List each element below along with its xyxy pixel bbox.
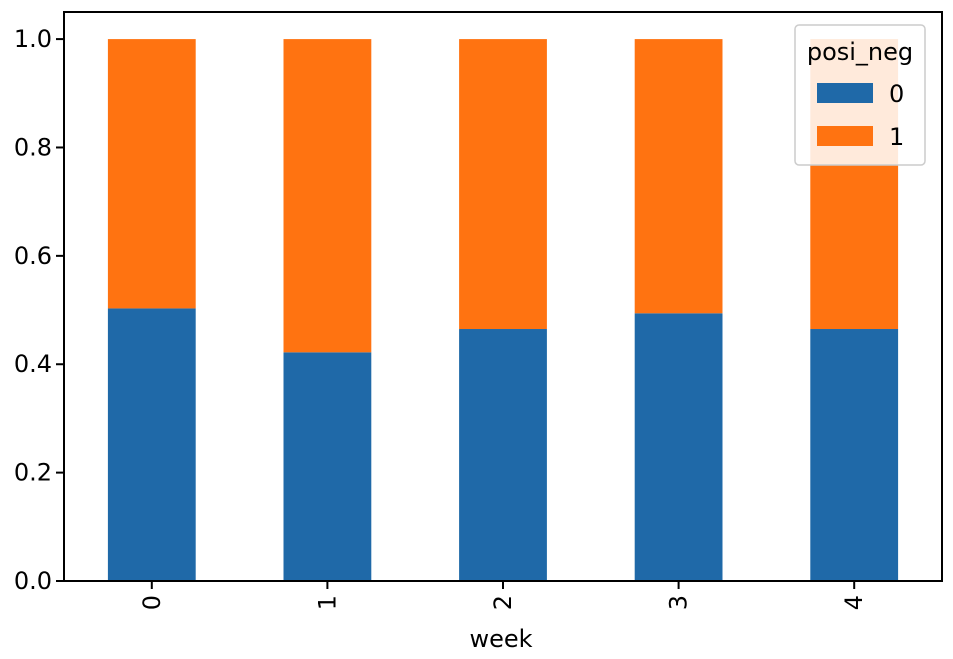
bar-week-2-posi-neg-0: [459, 329, 547, 581]
bars-layer: [107, 39, 899, 581]
bar-week-0-posi-neg-1: [107, 39, 196, 309]
y-tick-label: 0.2: [14, 459, 52, 487]
legend-title: posi_neg: [807, 38, 913, 66]
x-tick-label: 0: [138, 595, 166, 610]
y-tick-label: 0.0: [14, 567, 52, 595]
x-tick-label: 4: [840, 595, 868, 610]
legend-swatch-1: [817, 126, 873, 146]
y-tick-label: 0.6: [14, 242, 52, 270]
x-tick-label: 2: [489, 595, 517, 610]
legend-label-0: 0: [889, 80, 904, 108]
bar-week-4-posi-neg-0: [810, 329, 899, 581]
x-tick-label: 1: [313, 595, 341, 610]
x-axis-title: week: [469, 625, 532, 653]
bar-week-2-posi-neg-1: [459, 39, 547, 330]
legend: posi_neg 01: [794, 24, 926, 166]
y-tick-label: 0.4: [14, 350, 52, 378]
y-tick-label: 1.0: [14, 25, 52, 53]
bar-week-3-posi-neg-0: [634, 313, 723, 581]
x-tick-label: 3: [665, 595, 693, 610]
y-axis: 0.0 0.2 0.4 0.6 0.8 1.0: [14, 25, 64, 595]
legend-swatch-0: [817, 83, 873, 103]
bar-week-3-posi-neg-1: [634, 39, 723, 314]
bar-week-0-posi-neg-0: [107, 308, 196, 581]
bar-week-1-posi-neg-0: [283, 352, 372, 581]
legend-label-1: 1: [889, 123, 904, 151]
x-axis: 0 1 2 3 4: [138, 581, 868, 610]
legend-items: 01: [817, 80, 904, 151]
y-tick-label: 0.8: [14, 133, 52, 161]
bar-week-1-posi-neg-1: [283, 39, 372, 353]
